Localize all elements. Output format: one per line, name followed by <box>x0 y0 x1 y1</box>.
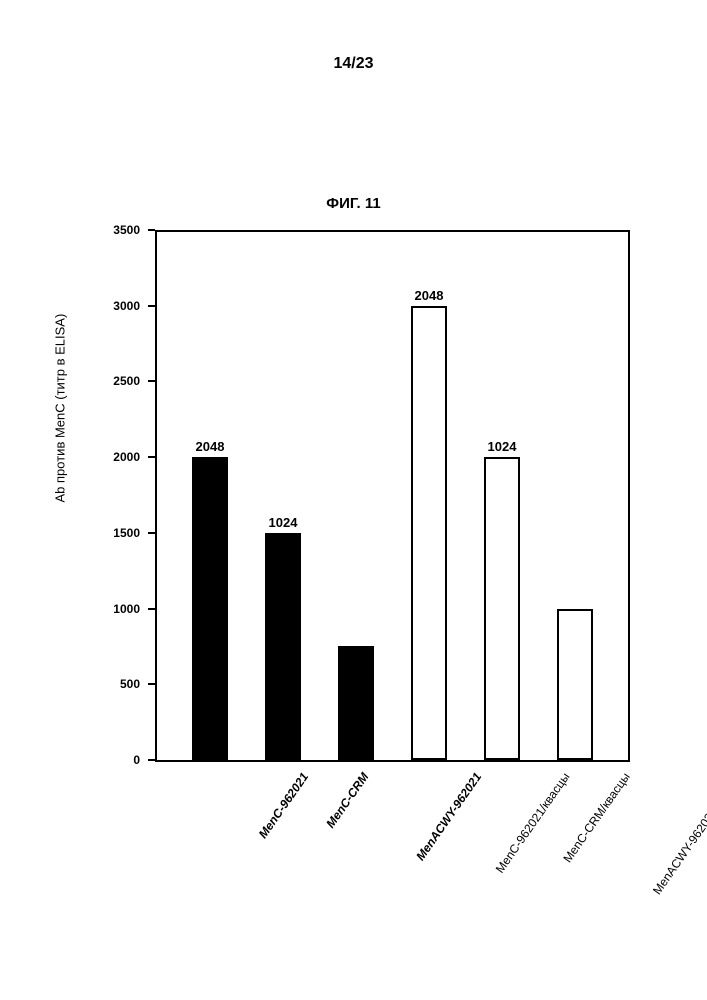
x-category-label: MenC-962021/квасцы <box>493 770 573 876</box>
y-tick-label: 3000 <box>113 299 140 313</box>
bar-value-label: 1024 <box>269 515 298 530</box>
x-axis <box>155 760 630 762</box>
y-tick-label: 2000 <box>113 450 140 464</box>
bar <box>557 609 593 760</box>
y-tick <box>148 608 155 610</box>
y-tick <box>148 683 155 685</box>
y-tick-label: 0 <box>133 753 140 767</box>
y-tick <box>148 380 155 382</box>
bar-value-label: 2048 <box>196 439 225 454</box>
y-tick <box>148 456 155 458</box>
bar <box>484 457 520 760</box>
y-tick-label: 3500 <box>113 223 140 237</box>
x-category-label: MenACWY-962021/квасцы <box>650 770 707 897</box>
y-tick-label: 2500 <box>113 374 140 388</box>
x-category-label: MenC-CRM <box>323 770 371 830</box>
y-tick <box>148 229 155 231</box>
y-axis-title: Ab против MenC (титр в ELISA) <box>53 314 68 503</box>
y-tick-label: 1000 <box>113 602 140 616</box>
bar <box>192 457 228 760</box>
figure-title: ФИГ. 11 <box>0 195 707 212</box>
bar <box>338 646 374 760</box>
bar-value-label: 1024 <box>488 439 517 454</box>
bar-chart: Ab против MenC (титр в ELISA) 0500100015… <box>70 230 630 930</box>
bar <box>265 533 301 760</box>
y-tick-label: 500 <box>120 677 140 691</box>
bar-value-label: 2048 <box>415 288 444 303</box>
y-axis <box>155 230 157 760</box>
x-category-label: MenACWY-962021 <box>413 770 484 863</box>
bar <box>411 306 447 760</box>
x-category-label: MenC-CRM/квасцы <box>560 770 632 865</box>
page-number: 14/23 <box>0 55 707 73</box>
y-tick <box>148 305 155 307</box>
x-category-label: MenC-962021 <box>256 770 311 841</box>
y-tick <box>148 532 155 534</box>
y-tick-label: 1500 <box>113 526 140 540</box>
y-tick <box>148 759 155 761</box>
